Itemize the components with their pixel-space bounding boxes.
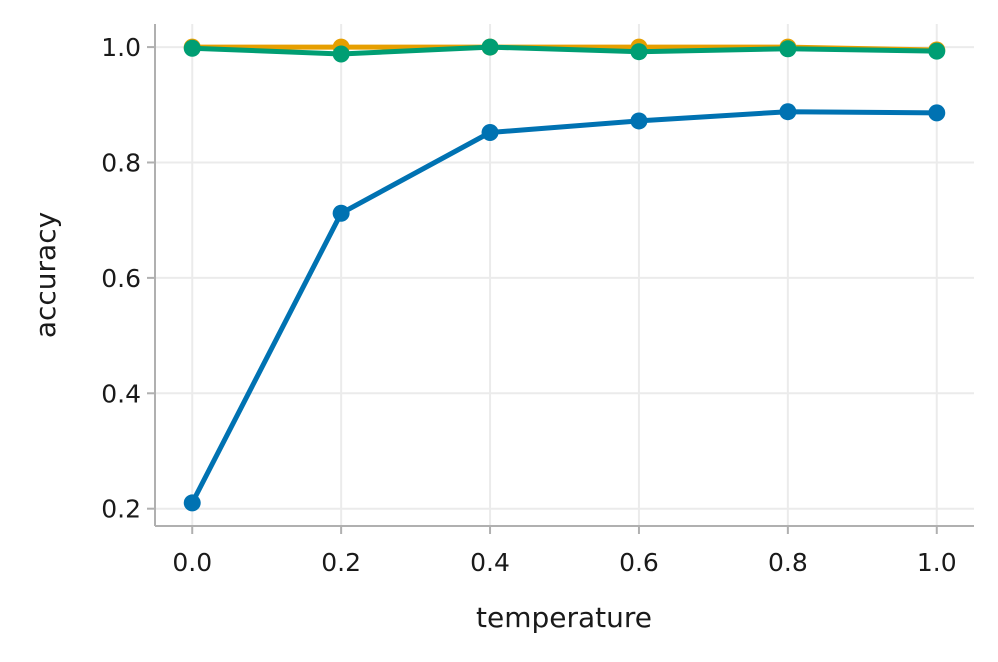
x-tick-label: 1.0: [917, 548, 957, 577]
x-tick-label: 0.4: [470, 548, 510, 577]
series-green-point: [481, 38, 499, 56]
series-green: [183, 38, 946, 63]
series-layer: [183, 38, 946, 512]
y-tick-label: 0.2: [101, 495, 141, 524]
grid: [155, 24, 974, 526]
x-tick-label: 0.2: [321, 548, 361, 577]
series-green-point: [332, 45, 350, 63]
series-green-point: [183, 39, 201, 57]
series-blue-point: [183, 494, 201, 512]
series-blue-point: [630, 112, 648, 130]
y-tick-label: 0.6: [101, 264, 141, 293]
series-blue-line: [189, 109, 940, 506]
x-tick-label: 0.0: [172, 548, 212, 577]
series-green-line: [189, 44, 940, 57]
y-tick-label: 0.4: [101, 379, 141, 408]
series-blue: [183, 103, 946, 512]
series-blue-point: [332, 204, 350, 222]
series-green-point: [630, 43, 648, 61]
ticks: 0.0 0.2 0.4 0.6 0.8 1.0 0.2 0.4 0.6 0.8 1.0: [101, 33, 956, 577]
y-tick-label: 0.8: [101, 148, 141, 177]
y-axis-label: accuracy: [29, 212, 62, 338]
series-green-point: [779, 40, 797, 58]
series-green-point: [928, 42, 946, 60]
series-blue-point: [928, 104, 946, 122]
series-blue-point: [779, 103, 797, 121]
x-tick-label: 0.6: [619, 548, 659, 577]
x-axis-label: temperature: [476, 601, 652, 634]
series-blue-point: [481, 123, 499, 141]
y-tick-label: 1.0: [101, 33, 141, 62]
axes: [154, 24, 974, 527]
x-tick-label: 0.8: [768, 548, 808, 577]
